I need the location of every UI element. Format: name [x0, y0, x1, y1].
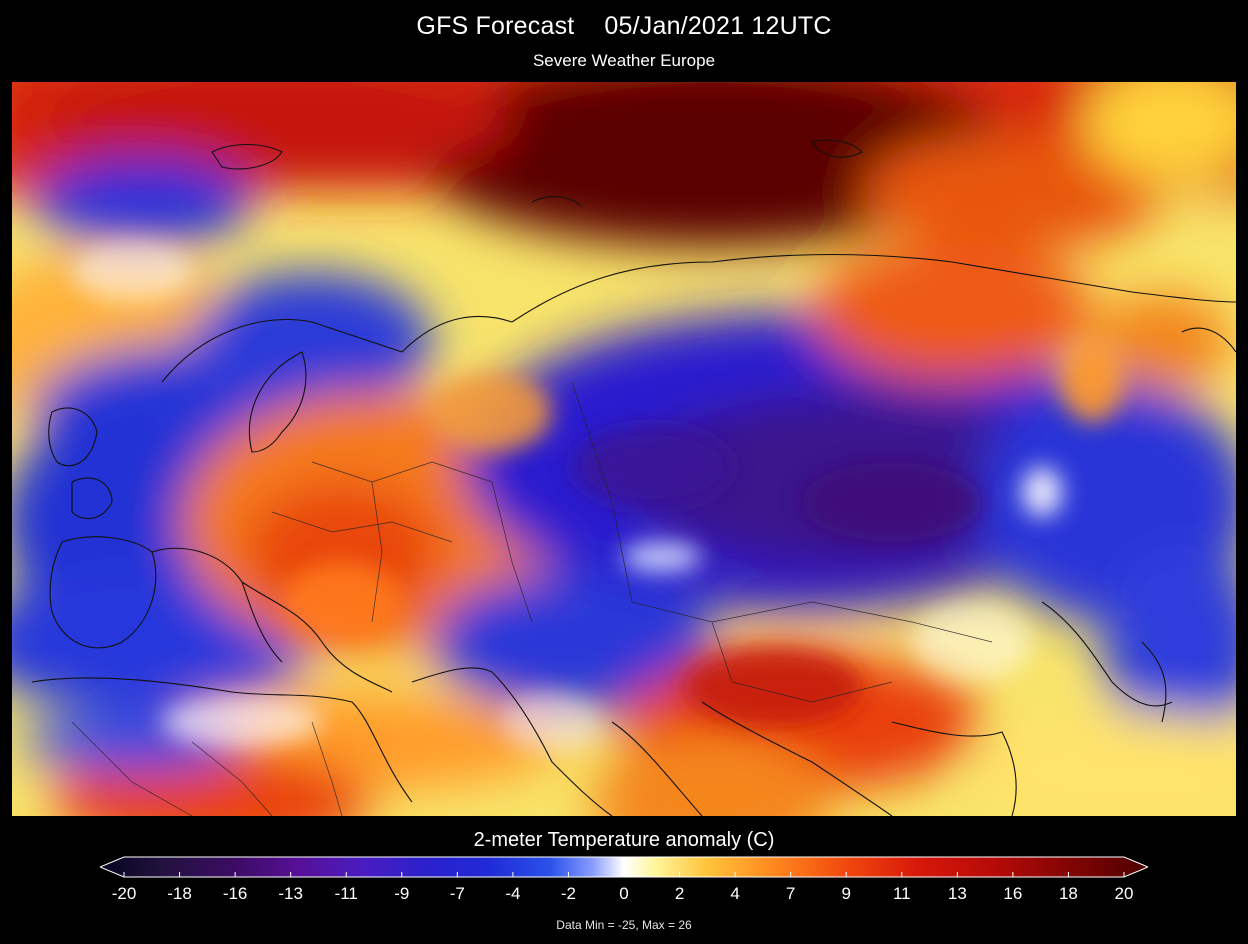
- map-subtitle: Severe Weather Europe: [532, 51, 716, 70]
- colorbar-tick-label: -4: [505, 884, 521, 903]
- colorbar-tick-label: 7: [785, 884, 796, 903]
- coastlines: [31, 139, 1236, 816]
- colorbar-tick-label: 16: [1003, 884, 1023, 903]
- colorbar-tick-label: 13: [947, 884, 967, 903]
- colorbar-tick-label: 4: [730, 884, 740, 903]
- title-time: 05/Jan/2021 12UTC: [604, 12, 832, 40]
- colorbar-tick-label: -18: [167, 884, 192, 903]
- colorbar-tick-label: 0: [619, 884, 629, 903]
- colorbar-tick-label: -7: [449, 884, 465, 903]
- colorbar-tick-label: -2: [560, 884, 576, 903]
- colorbar-tick-label: 18: [1058, 884, 1078, 903]
- colorbar-tick-label: -11: [334, 884, 358, 903]
- country-borders: [71, 381, 993, 816]
- title-model: GFS Forecast: [416, 12, 575, 40]
- colorbar-tick-label: 2: [674, 884, 685, 903]
- colorbar-tick-label: -16: [222, 884, 248, 903]
- colorbar-tick-marks: [123, 872, 1125, 877]
- colorbar-tick-label: -9: [394, 884, 410, 903]
- colorbar-tick-label: 20: [1114, 884, 1134, 903]
- legend-title: 2-meter Temperature anomaly (C): [473, 829, 775, 851]
- colorbar-tick-label: 11: [892, 884, 911, 903]
- temperature-anomaly-map: [12, 82, 1236, 816]
- map-title: GFS Forecast 05/Jan/2021 12UTC: [0, 12, 1248, 41]
- colorbar-tick-labels: -20 -18 -16 -13 -11 -9 -7 -4 -2 0 2 4 7 9 11 13 16 18 20: [0, 884, 1248, 906]
- colorbar-tick-label: -20: [111, 884, 137, 903]
- colorbar-tick-label: 9: [841, 884, 851, 903]
- colorbar-tick-label: -13: [278, 884, 303, 903]
- colorbar: [100, 856, 1148, 878]
- data-range-footnote: Data Min = -25, Max = 26: [556, 918, 692, 932]
- map-canvas: [12, 82, 1236, 816]
